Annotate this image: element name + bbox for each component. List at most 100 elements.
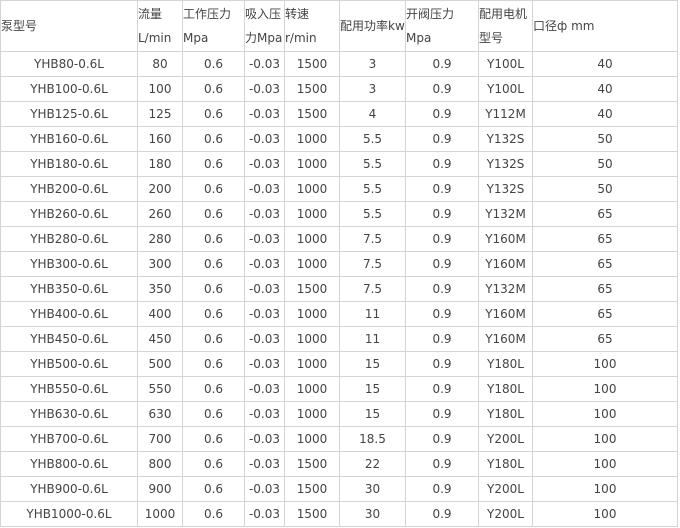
- header-speed: 转速 r/min: [284, 0, 340, 52]
- cell-motor: Y200L: [478, 476, 533, 502]
- header-line: 口径ф mm: [533, 19, 595, 33]
- cell-flow: 300: [137, 251, 183, 277]
- header-line: 工作压力: [183, 7, 232, 21]
- cell-suction-pressure: -0.03: [244, 476, 285, 502]
- cell-power: 5.5: [339, 176, 406, 202]
- cell-model: YHB160-0.6L: [0, 126, 138, 152]
- cell-valve-pressure: 0.9: [405, 326, 479, 352]
- header-line: Mpa: [183, 31, 209, 45]
- cell-valve-pressure: 0.9: [405, 351, 479, 377]
- header-flow: 流量 L/min: [137, 0, 183, 52]
- table-row: YHB200-0.6L 200 0.6 -0.03 1000 5.5 0.9 Y132S 50: [0, 176, 678, 202]
- cell-motor: Y100L: [478, 76, 533, 102]
- cell-motor: Y132M: [478, 201, 533, 227]
- cell-suction-pressure: -0.03: [244, 426, 285, 452]
- cell-diameter: 100: [532, 501, 678, 527]
- cell-speed: 1500: [284, 101, 340, 127]
- header-line: 流量: [138, 7, 163, 21]
- table-row: YHB125-0.6L 125 0.6 -0.03 1500 4 0.9 Y112M 40: [0, 101, 678, 127]
- cell-valve-pressure: 0.9: [405, 101, 479, 127]
- cell-speed: 1500: [284, 451, 340, 477]
- cell-model: YHB700-0.6L: [0, 426, 138, 452]
- cell-diameter: 65: [532, 226, 678, 252]
- cell-work-pressure: 0.6: [182, 476, 245, 502]
- cell-diameter: 65: [532, 251, 678, 277]
- cell-motor: Y180L: [478, 376, 533, 402]
- cell-speed: 1000: [284, 376, 340, 402]
- header-work-pressure: 工作压力 Mpa: [182, 0, 245, 52]
- cell-flow: 550: [137, 376, 183, 402]
- cell-valve-pressure: 0.9: [405, 451, 479, 477]
- cell-speed: 1000: [284, 151, 340, 177]
- cell-motor: Y200L: [478, 426, 533, 452]
- cell-suction-pressure: -0.03: [244, 301, 285, 327]
- table-row: YHB80-0.6L 80 0.6 -0.03 1500 3 0.9 Y100L 40: [0, 51, 678, 77]
- cell-work-pressure: 0.6: [182, 276, 245, 302]
- cell-flow: 160: [137, 126, 183, 152]
- table-row: YHB630-0.6L 630 0.6 -0.03 1000 15 0.9 Y180L 100: [0, 401, 678, 427]
- cell-speed: 1000: [284, 301, 340, 327]
- table-row: YHB900-0.6L 900 0.6 -0.03 1500 30 0.9 Y200L 100: [0, 476, 678, 502]
- cell-work-pressure: 0.6: [182, 351, 245, 377]
- cell-motor: Y160M: [478, 251, 533, 277]
- cell-diameter: 50: [532, 176, 678, 202]
- cell-suction-pressure: -0.03: [244, 126, 285, 152]
- cell-work-pressure: 0.6: [182, 76, 245, 102]
- table-row: YHB280-0.6L 280 0.6 -0.03 1000 7.5 0.9 Y160M 65: [0, 226, 678, 252]
- cell-power: 18.5: [339, 426, 406, 452]
- table-row: YHB300-0.6L 300 0.6 -0.03 1000 7.5 0.9 Y160M 65: [0, 251, 678, 277]
- cell-valve-pressure: 0.9: [405, 401, 479, 427]
- cell-speed: 1500: [284, 501, 340, 527]
- cell-valve-pressure: 0.9: [405, 276, 479, 302]
- cell-model: YHB125-0.6L: [0, 101, 138, 127]
- table-row: YHB100-0.6L 100 0.6 -0.03 1500 3 0.9 Y100L 40: [0, 76, 678, 102]
- cell-diameter: 100: [532, 451, 678, 477]
- cell-diameter: 65: [532, 276, 678, 302]
- cell-power: 7.5: [339, 251, 406, 277]
- cell-model: YHB1000-0.6L: [0, 501, 138, 527]
- cell-work-pressure: 0.6: [182, 301, 245, 327]
- header-line: 力Mpa: [245, 31, 283, 45]
- cell-work-pressure: 0.6: [182, 151, 245, 177]
- cell-flow: 200: [137, 176, 183, 202]
- cell-power: 30: [339, 476, 406, 502]
- cell-diameter: 50: [532, 126, 678, 152]
- cell-work-pressure: 0.6: [182, 376, 245, 402]
- cell-suction-pressure: -0.03: [244, 501, 285, 527]
- header-line: 型号: [479, 31, 504, 45]
- cell-model: YHB80-0.6L: [0, 51, 138, 77]
- cell-model: YHB260-0.6L: [0, 201, 138, 227]
- cell-motor: Y100L: [478, 51, 533, 77]
- cell-flow: 1000: [137, 501, 183, 527]
- cell-power: 15: [339, 401, 406, 427]
- cell-motor: Y160M: [478, 301, 533, 327]
- cell-flow: 700: [137, 426, 183, 452]
- cell-suction-pressure: -0.03: [244, 376, 285, 402]
- cell-speed: 1000: [284, 226, 340, 252]
- cell-diameter: 100: [532, 426, 678, 452]
- header-diameter: 口径ф mm: [532, 0, 678, 52]
- cell-suction-pressure: -0.03: [244, 351, 285, 377]
- header-line: 配用功率kw: [340, 19, 405, 33]
- cell-speed: 1000: [284, 201, 340, 227]
- cell-model: YHB900-0.6L: [0, 476, 138, 502]
- table-row: YHB550-0.6L 550 0.6 -0.03 1000 15 0.9 Y180L 100: [0, 376, 678, 402]
- cell-speed: 1000: [284, 351, 340, 377]
- cell-diameter: 65: [532, 201, 678, 227]
- table-row: YHB450-0.6L 450 0.6 -0.03 1000 11 0.9 Y160M 65: [0, 326, 678, 352]
- cell-work-pressure: 0.6: [182, 176, 245, 202]
- cell-motor: Y180L: [478, 401, 533, 427]
- cell-diameter: 100: [532, 376, 678, 402]
- table-row: YHB400-0.6L 400 0.6 -0.03 1000 11 0.9 Y160M 65: [0, 301, 678, 327]
- cell-suction-pressure: -0.03: [244, 101, 285, 127]
- cell-valve-pressure: 0.9: [405, 201, 479, 227]
- cell-diameter: 100: [532, 401, 678, 427]
- cell-suction-pressure: -0.03: [244, 401, 285, 427]
- cell-power: 7.5: [339, 226, 406, 252]
- table-row: YHB160-0.6L 160 0.6 -0.03 1000 5.5 0.9 Y132S 50: [0, 126, 678, 152]
- header-row: 泵型号 流量 L/min 工作压力 Mpa 吸入压 力Mpa 转速 r/min 配用功率kw 开阀压…: [0, 0, 678, 52]
- cell-diameter: 65: [532, 301, 678, 327]
- cell-suction-pressure: -0.03: [244, 226, 285, 252]
- cell-model: YHB800-0.6L: [0, 451, 138, 477]
- cell-power: 15: [339, 351, 406, 377]
